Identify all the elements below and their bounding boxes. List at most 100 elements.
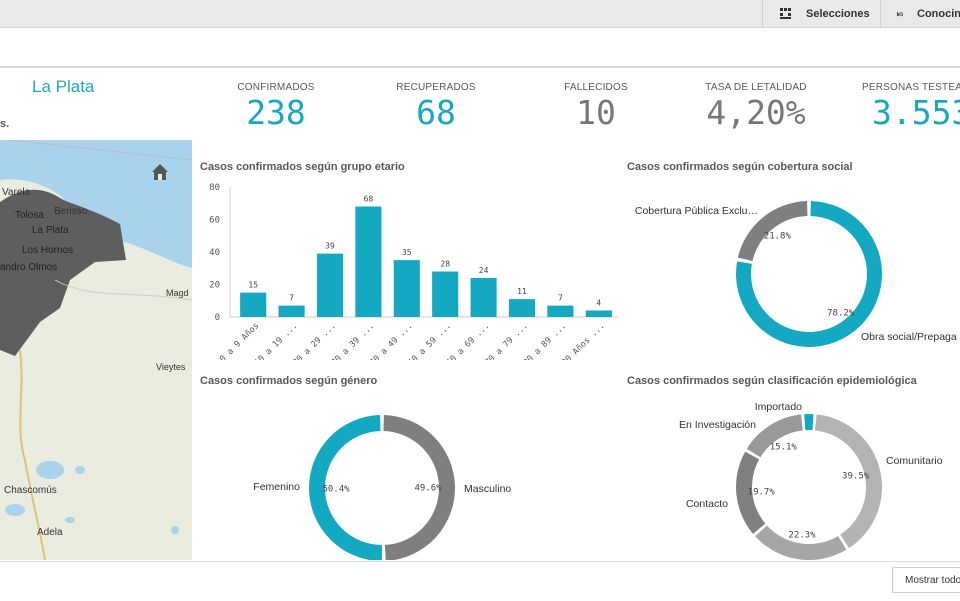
kpi-value: 238 bbox=[246, 93, 306, 132]
donut-chart-genero[interactable]: 49.6% Femenino 50.4% Masculino bbox=[240, 400, 570, 560]
kpi-tasa-letalidad[interactable]: TASA DE LETALIDAD 4,20% bbox=[696, 82, 816, 131]
map-label-adela: Adela bbox=[37, 527, 63, 538]
map-label-berisso: Berisso bbox=[54, 206, 88, 217]
district-shape bbox=[0, 189, 126, 356]
slice-category-label: Femenino bbox=[253, 481, 300, 493]
map-canvas[interactable]: Varela Tolosa Berisso La Plata Los Horno… bbox=[0, 140, 192, 560]
sheet-title: La Plata bbox=[32, 77, 95, 96]
map[interactable]: Varela Tolosa Berisso La Plata Los Horno… bbox=[0, 140, 192, 560]
map-label-chascomus: Chascomús bbox=[4, 485, 57, 496]
slice-percent-label: 19.7% bbox=[748, 488, 776, 498]
selections-label: Selecciones bbox=[806, 7, 870, 20]
top-toolbar: Selecciones Conocin bbox=[0, 0, 960, 28]
donut-slice[interactable] bbox=[814, 414, 882, 549]
slice-category-label: Obra social/Prepaga bbox=[861, 331, 957, 343]
y-tick-label: 20 bbox=[209, 281, 220, 291]
bar-value-label: 39 bbox=[325, 242, 335, 251]
bar[interactable] bbox=[585, 310, 612, 318]
chart-title-genero: Casos confirmados según género bbox=[200, 375, 378, 387]
bar-value-label: 24 bbox=[479, 266, 489, 275]
insights-label: Conocin bbox=[917, 7, 960, 20]
kpi-label: RECUPERADOS bbox=[396, 82, 476, 93]
kpi-label: CONFIRMADOS bbox=[237, 82, 315, 93]
bar[interactable] bbox=[470, 278, 497, 317]
slice-category-label: Contacto bbox=[686, 498, 728, 510]
kpi-label: TASA DE LETALIDAD bbox=[705, 82, 807, 93]
kpi-fallecidos[interactable]: FALLECIDOS 10 bbox=[546, 82, 646, 131]
slice-percent-label: 21.8% bbox=[764, 231, 792, 241]
slice-percent-label: 15.1% bbox=[770, 442, 798, 452]
kpi-value: 10 bbox=[576, 93, 616, 132]
slice-percent-label: 50.4% bbox=[322, 485, 350, 495]
slice-category-label: Masculino bbox=[464, 483, 511, 495]
bar-value-label: 28 bbox=[440, 260, 450, 269]
slice-percent-label: 49.6% bbox=[414, 483, 442, 493]
kpi-value: 3.553 bbox=[872, 93, 960, 131]
map-label-olmos: andro Olmos bbox=[0, 262, 57, 273]
insights-button[interactable]: Conocin bbox=[880, 0, 960, 27]
bar[interactable] bbox=[355, 206, 382, 318]
home-icon[interactable] bbox=[152, 164, 168, 180]
chart-title-clasificacion: Casos confirmados según clasificación ep… bbox=[627, 375, 917, 387]
bar[interactable] bbox=[240, 292, 267, 317]
bar[interactable] bbox=[393, 260, 420, 317]
bar[interactable] bbox=[316, 253, 344, 317]
bar[interactable] bbox=[278, 305, 305, 317]
kpi-label: FALLECIDOS bbox=[564, 82, 628, 93]
selections-icon bbox=[780, 8, 791, 19]
bar[interactable] bbox=[508, 299, 536, 317]
y-tick-label: 80 bbox=[209, 183, 220, 193]
bar-value-label: 68 bbox=[364, 195, 374, 204]
donut-slice[interactable] bbox=[309, 415, 382, 560]
kpi-recuperados[interactable]: RECUPERADOS 68 bbox=[386, 82, 486, 131]
donut-slice[interactable] bbox=[804, 414, 814, 431]
map-label-tolosa: Tolosa bbox=[15, 210, 44, 221]
bar-value-label: 11 bbox=[517, 287, 527, 296]
map-label-los-hornos: Los Hornos bbox=[22, 245, 73, 256]
donut-slice[interactable] bbox=[746, 414, 803, 458]
donut-chart-cobertura-social[interactable]: 21.8% Cobertura Pública Exclu… 78.2% Obra s… bbox=[610, 190, 960, 358]
bar-value-label: 4 bbox=[596, 299, 601, 308]
bar-value-label: 15 bbox=[248, 281, 258, 290]
y-tick-label: 60 bbox=[209, 216, 220, 226]
slice-category-label: Importado bbox=[755, 401, 802, 413]
slice-percent-label: 22.3% bbox=[788, 530, 816, 540]
kpi-personas-testeadas[interactable]: PERSONAS TESTEADAS 3.553 bbox=[852, 82, 960, 131]
kpi-value: 4,20% bbox=[706, 93, 806, 132]
kpi-label: PERSONAS TESTEADAS bbox=[862, 82, 960, 93]
bar-value-label: 7 bbox=[289, 294, 294, 303]
slice-percent-label: 39.5% bbox=[842, 472, 870, 482]
selections-button[interactable]: Selecciones bbox=[762, 0, 881, 27]
slice-category-label: Cobertura Pública Exclu… bbox=[635, 205, 758, 217]
bar[interactable] bbox=[432, 271, 459, 318]
y-tick-label: 40 bbox=[209, 248, 220, 258]
y-tick-label: 0 bbox=[215, 313, 220, 323]
map-label-vieytes: Vieytes bbox=[156, 362, 186, 372]
kpi-confirmados[interactable]: CONFIRMADOS 238 bbox=[226, 82, 326, 131]
x-tick-label: 0 a 9 Años bbox=[218, 321, 261, 360]
chart-title-cobertura-social: Casos confirmados según cobertura social bbox=[627, 161, 853, 173]
map-label-varela: Varela bbox=[2, 187, 31, 198]
map-label-la-plata: La Plata bbox=[32, 225, 69, 236]
river-water bbox=[0, 140, 192, 268]
bar-value-label: 35 bbox=[402, 248, 412, 257]
sheet-toolbar bbox=[0, 28, 960, 68]
slice-percent-label: 78.2% bbox=[827, 309, 855, 319]
insights-icon bbox=[897, 11, 903, 16]
bottom-bar bbox=[0, 561, 960, 601]
donut-slice[interactable] bbox=[755, 525, 847, 560]
show-all-button[interactable]: Mostrar todo bbox=[892, 567, 960, 593]
map-label-magdalena: Magd bbox=[166, 288, 189, 298]
kpi-value: 68 bbox=[416, 93, 456, 132]
donut-chart-clasificacion[interactable]: Importado 39.5% Comunitario 22.3% 19.7% Conta… bbox=[640, 395, 960, 561]
donut-slice[interactable] bbox=[383, 415, 455, 560]
bar-value-label: 7 bbox=[558, 294, 563, 303]
donut-slice[interactable] bbox=[736, 451, 766, 534]
bar[interactable] bbox=[547, 305, 574, 317]
map-subtitle: s. bbox=[0, 118, 10, 130]
slice-category-label: En Investigación bbox=[679, 419, 756, 431]
chart-title-grupo-etario: Casos confirmados según grupo etario bbox=[200, 161, 405, 173]
slice-category-label: Comunitario bbox=[886, 455, 943, 467]
donut-slice[interactable] bbox=[737, 201, 808, 261]
